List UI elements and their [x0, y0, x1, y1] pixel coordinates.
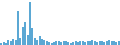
Bar	[111, 41, 113, 45]
Bar	[91, 40, 93, 45]
Bar	[101, 41, 103, 45]
Bar	[106, 41, 108, 45]
Bar	[115, 42, 117, 45]
Bar	[34, 38, 36, 45]
Bar	[53, 42, 55, 45]
Bar	[60, 42, 62, 45]
Bar	[58, 41, 60, 45]
Bar	[27, 35, 29, 45]
Bar	[108, 40, 110, 45]
Bar	[31, 28, 33, 45]
Bar	[29, 2, 31, 45]
Bar	[55, 41, 57, 45]
Bar	[5, 43, 7, 45]
Bar	[75, 41, 77, 45]
Bar	[12, 39, 14, 45]
Bar	[84, 42, 86, 45]
Bar	[67, 42, 69, 45]
Bar	[118, 41, 120, 45]
Bar	[77, 42, 79, 45]
Bar	[43, 40, 45, 45]
Bar	[10, 41, 12, 45]
Bar	[24, 22, 26, 45]
Bar	[51, 43, 53, 45]
Bar	[87, 41, 89, 45]
Bar	[79, 41, 81, 45]
Bar	[3, 42, 5, 45]
Bar	[96, 42, 98, 45]
Bar	[103, 42, 105, 45]
Bar	[17, 11, 19, 45]
Bar	[82, 41, 84, 45]
Bar	[39, 36, 41, 45]
Bar	[65, 41, 67, 45]
Bar	[89, 41, 91, 45]
Bar	[46, 41, 48, 45]
Bar	[7, 40, 9, 45]
Bar	[22, 27, 24, 45]
Bar	[99, 41, 101, 45]
Bar	[94, 41, 96, 45]
Bar	[41, 39, 43, 45]
Bar	[48, 42, 50, 45]
Bar	[113, 41, 115, 45]
Bar	[72, 42, 74, 45]
Bar	[0, 43, 2, 45]
Bar	[36, 40, 38, 45]
Bar	[15, 40, 17, 45]
Bar	[70, 43, 72, 45]
Bar	[63, 41, 65, 45]
Bar	[19, 38, 21, 45]
